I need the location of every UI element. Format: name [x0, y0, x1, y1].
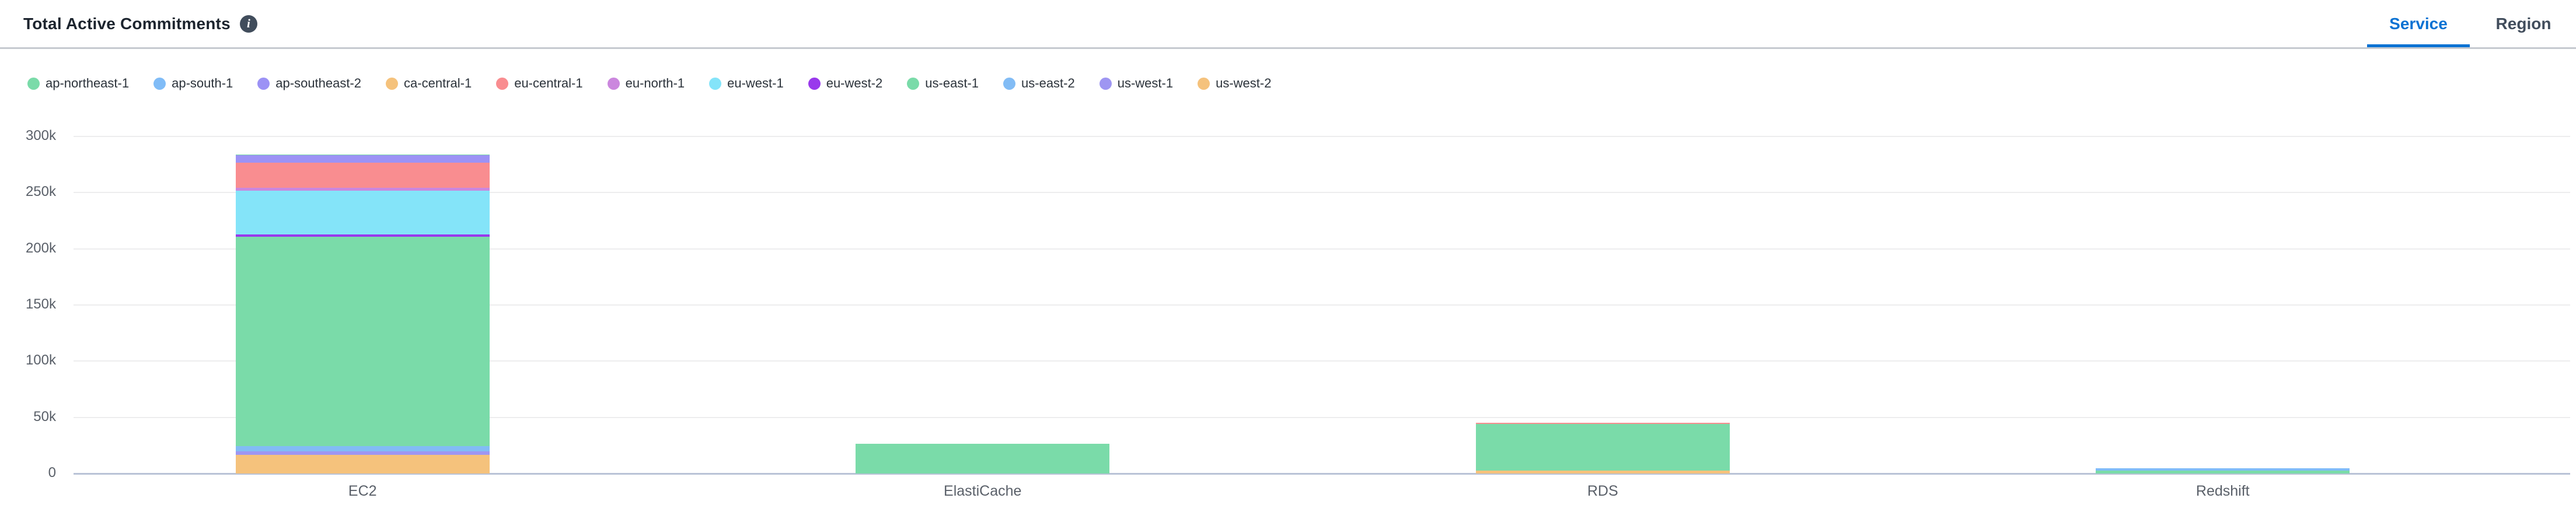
bar-segment-RDS-us-west-2[interactable]	[1475, 470, 1730, 474]
legend-item-eu-central-1[interactable]: eu-central-1	[496, 76, 583, 91]
legend-item-ca-central-1[interactable]: ca-central-1	[386, 76, 472, 91]
legend-label: ap-northeast-1	[46, 76, 130, 90]
bar-segment-EC2-ap-southeast-2[interactable]	[235, 155, 490, 163]
legend-dot-icon	[257, 77, 270, 90]
legend-item-us-east-2[interactable]: us-east-2	[1003, 76, 1075, 91]
bar-EC2	[235, 154, 490, 474]
legend-label: us-west-1	[1117, 76, 1174, 90]
bar-segment-EC2-us-east-1[interactable]	[235, 237, 490, 447]
legend-item-ap-south-1[interactable]: ap-south-1	[153, 76, 233, 91]
legend-item-us-west-1[interactable]: us-west-1	[1099, 76, 1173, 91]
legend-label: eu-west-1	[727, 76, 784, 90]
page-title: Total Active Commitments	[23, 14, 231, 33]
tab-service[interactable]: Service	[2366, 0, 2471, 47]
legend-item-eu-west-1[interactable]: eu-west-1	[709, 76, 784, 91]
legend-label: eu-central-1	[514, 76, 583, 90]
gridline	[74, 248, 2570, 250]
y-tick-label: 0	[48, 465, 56, 481]
bar-segment-EC2-us-west-1[interactable]	[235, 451, 490, 455]
legend-label: ap-south-1	[172, 76, 233, 90]
bar-RDS	[1475, 423, 1730, 474]
y-tick-label: 300k	[25, 128, 56, 143]
gridline	[74, 416, 2570, 418]
legend-label: eu-north-1	[625, 76, 685, 90]
y-tick-label: 200k	[25, 240, 56, 256]
widget-header: Total Active Commitments i Service Regio…	[0, 0, 2576, 49]
legend-dot-icon	[808, 77, 821, 90]
legend-dot-icon	[1198, 77, 1210, 90]
info-icon[interactable]: i	[239, 15, 257, 33]
bar-Redshift	[2096, 468, 2350, 474]
legend-dot-icon	[907, 77, 920, 90]
bar-segment-EC2-eu-north-1[interactable]	[235, 188, 490, 191]
legend-dot-icon	[607, 77, 620, 90]
chart-legend: ap-northeast-1 ap-south-1 ap-southeast-2 ca…	[27, 76, 2553, 91]
x-axis-baseline	[74, 473, 2570, 475]
gridline	[74, 136, 2570, 137]
y-tick-label: 100k	[25, 352, 56, 369]
bar-segment-EC2-eu-west-2[interactable]	[235, 234, 490, 237]
legend-item-eu-west-2[interactable]: eu-west-2	[808, 76, 883, 91]
legend-dot-icon	[709, 77, 722, 90]
bar-segment-Redshift-us-east-1[interactable]	[2096, 471, 2350, 474]
bar-segment-ElastiCache-us-east-1[interactable]	[856, 443, 1110, 474]
legend-label: us-west-2	[1216, 76, 1272, 90]
legend-item-eu-north-1[interactable]: eu-north-1	[607, 76, 685, 91]
legend-dot-icon	[153, 77, 166, 90]
legend-item-us-east-1[interactable]: us-east-1	[907, 76, 979, 91]
tab-region[interactable]: Region	[2495, 14, 2551, 33]
y-tick-label: 250k	[25, 184, 56, 200]
x-axis-label-RDS: RDS	[1587, 483, 1618, 499]
legend-dot-icon	[496, 77, 509, 90]
gridline	[74, 192, 2570, 194]
legend-dot-icon	[386, 77, 399, 90]
legend-item-ap-southeast-2[interactable]: ap-southeast-2	[257, 76, 361, 91]
bar-segment-Redshift-ap-south-1[interactable]	[2096, 468, 2350, 471]
gridline	[74, 304, 2570, 306]
bar-segment-RDS-us-east-1[interactable]	[1475, 424, 1730, 471]
bar-ElastiCache	[856, 443, 1110, 474]
legend-label: us-east-1	[925, 76, 979, 90]
legend-label: ca-central-1	[404, 76, 472, 90]
bar-segment-EC2-ap-northeast-1[interactable]	[235, 154, 490, 156]
y-tick-label: 150k	[25, 296, 56, 312]
legend-item-ap-northeast-1[interactable]: ap-northeast-1	[27, 76, 129, 91]
legend-label: ap-southeast-2	[275, 76, 362, 90]
x-axis-label-Redshift: Redshift	[2195, 483, 2250, 499]
legend-dot-icon	[1003, 77, 1016, 90]
legend-dot-icon	[27, 77, 40, 90]
legend-dot-icon	[1099, 77, 1112, 90]
legend-label: eu-west-2	[826, 76, 883, 90]
bar-segment-EC2-us-west-2[interactable]	[235, 454, 490, 474]
x-axis-label-EC2: EC2	[348, 483, 377, 499]
bar-segment-EC2-eu-west-1[interactable]	[235, 191, 490, 235]
bar-segment-RDS-eu-central-1[interactable]	[1475, 423, 1730, 425]
y-tick-label: 50k	[33, 408, 56, 425]
bar-segment-EC2-us-east-2[interactable]	[235, 446, 490, 451]
legend-item-us-west-2[interactable]: us-west-2	[1198, 76, 1271, 91]
legend-label: us-east-2	[1021, 76, 1075, 90]
tab-bar: Service Region	[2366, 0, 2576, 47]
x-axis-label-ElastiCache: ElastiCache	[944, 483, 1022, 499]
title-wrap: Total Active Commitments i	[0, 0, 257, 47]
stacked-bar-chart: 0 50k 100k 150k 200k 250k 300k EC2 ElastiCache RD…	[0, 108, 2576, 505]
bar-segment-EC2-eu-central-1[interactable]	[235, 163, 490, 188]
gridline	[74, 360, 2570, 362]
